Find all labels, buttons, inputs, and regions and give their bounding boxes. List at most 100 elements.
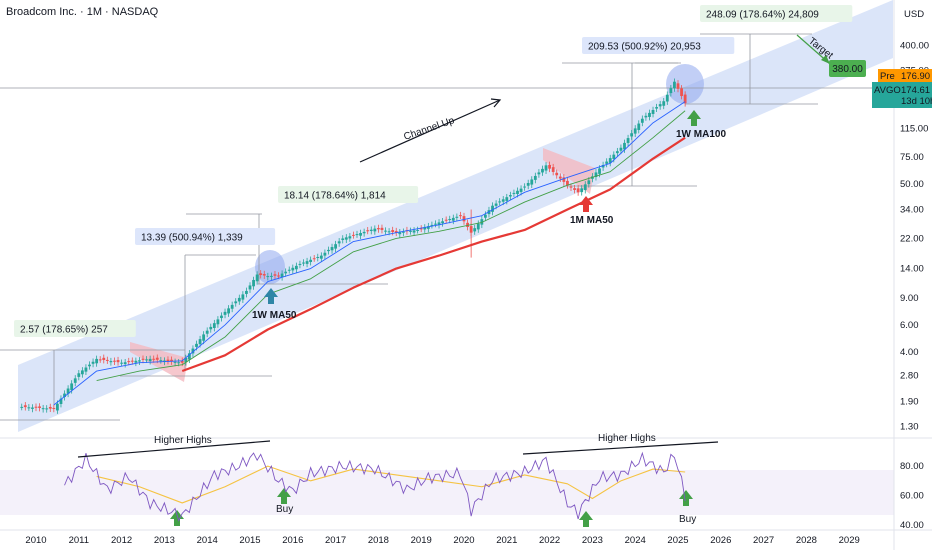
candle-body bbox=[48, 406, 52, 409]
candle-body bbox=[141, 358, 145, 360]
price-tick-label: 22.00 bbox=[900, 233, 924, 244]
candle-body bbox=[494, 203, 498, 206]
ticker-label: AVGO bbox=[874, 85, 901, 96]
candle-body bbox=[134, 360, 138, 363]
candle-body bbox=[130, 360, 134, 362]
measure-box-3 bbox=[278, 186, 419, 203]
candle-body bbox=[605, 161, 609, 164]
candle-body bbox=[80, 370, 84, 375]
year-tick-label: 2026 bbox=[710, 535, 731, 546]
arrow-1w100 bbox=[687, 110, 701, 126]
candle-body bbox=[302, 262, 305, 264]
year-tick-label: 2017 bbox=[325, 535, 346, 546]
candle-body bbox=[662, 101, 666, 106]
candle-body bbox=[330, 247, 334, 251]
pre-label: Pre bbox=[880, 71, 895, 82]
candle-body bbox=[241, 294, 245, 300]
measure-box-4-text: 209.53 (500.92%) 20,953 bbox=[588, 42, 701, 53]
candle-body bbox=[476, 223, 480, 230]
candle-body bbox=[198, 339, 202, 345]
candle-body bbox=[523, 186, 527, 188]
target-value: 380.00 bbox=[832, 64, 863, 75]
candle-body bbox=[655, 107, 658, 109]
candle-body bbox=[580, 188, 584, 193]
price-tick-label: 50.00 bbox=[900, 179, 924, 190]
candle-body bbox=[70, 383, 74, 391]
pre-tag bbox=[878, 69, 932, 82]
price-tick-label: 115.00 bbox=[900, 123, 928, 134]
candle-body bbox=[644, 115, 648, 118]
candle-body bbox=[598, 168, 601, 174]
year-tick-label: 2010 bbox=[25, 535, 46, 546]
candle-body bbox=[52, 407, 56, 409]
candle-body bbox=[491, 205, 494, 212]
candle-body bbox=[680, 88, 683, 97]
candle-body bbox=[409, 230, 412, 232]
rsi-band bbox=[0, 470, 894, 515]
candle-body bbox=[398, 232, 402, 235]
measure-box-3-text: 18.14 (178.64%) 1,814 bbox=[284, 191, 386, 202]
candle-body bbox=[541, 168, 544, 173]
candle-body bbox=[455, 216, 459, 218]
year-tick-label: 2024 bbox=[625, 535, 646, 546]
year-tick-label: 2011 bbox=[69, 535, 89, 546]
candle-body bbox=[626, 138, 630, 143]
candle-body bbox=[248, 285, 252, 290]
candle-body bbox=[562, 177, 566, 182]
candle-body bbox=[180, 360, 184, 363]
candle-body bbox=[555, 172, 559, 176]
label-1m50: 1M MA50 bbox=[570, 215, 614, 226]
candle-body bbox=[109, 361, 113, 363]
arrow-1m50 bbox=[579, 196, 593, 212]
candle-body bbox=[184, 357, 188, 363]
candle-body bbox=[355, 234, 359, 236]
candle-body bbox=[430, 224, 434, 226]
candle-body bbox=[533, 175, 537, 180]
candle-body bbox=[508, 195, 512, 197]
candle-body bbox=[448, 219, 452, 221]
candle-body bbox=[202, 334, 206, 341]
candle-body bbox=[651, 109, 655, 114]
candle-body bbox=[113, 360, 116, 362]
year-tick-label: 2013 bbox=[154, 535, 175, 546]
higher-highs-label-2: Higher Highs bbox=[598, 433, 656, 444]
candle-body bbox=[437, 222, 441, 226]
candle-body bbox=[601, 164, 605, 168]
candle-body bbox=[505, 197, 509, 201]
candle-body bbox=[612, 154, 616, 159]
candle-body bbox=[63, 393, 66, 398]
candle-body bbox=[91, 361, 95, 364]
candle-body bbox=[380, 227, 384, 230]
candle-body bbox=[587, 180, 591, 185]
candle-body bbox=[159, 360, 163, 362]
candle-body bbox=[177, 362, 181, 364]
channel-up bbox=[18, 0, 893, 432]
candle-body bbox=[441, 221, 444, 224]
candle-body bbox=[362, 231, 366, 234]
pre-value: 176.90 bbox=[901, 71, 930, 82]
candle-body bbox=[669, 88, 673, 94]
candle-body bbox=[255, 274, 259, 282]
price-tick-label: 1.90 bbox=[900, 396, 919, 407]
candle-body bbox=[676, 83, 680, 89]
candle-body bbox=[66, 388, 70, 394]
buy-arrow-3 bbox=[579, 511, 593, 527]
candle-body bbox=[316, 256, 320, 258]
measure-box-5-text: 248.09 (178.64%) 24,809 bbox=[706, 10, 819, 21]
candle-body bbox=[220, 315, 223, 319]
candle-body bbox=[120, 362, 123, 364]
price-tick-label: 2.80 bbox=[900, 371, 919, 382]
candle-body bbox=[391, 230, 395, 232]
measure-box-1 bbox=[14, 320, 136, 337]
candle-body bbox=[359, 232, 362, 236]
candle-body bbox=[451, 217, 455, 221]
higher-highs-line-2 bbox=[522, 441, 719, 455]
candle-body bbox=[594, 172, 598, 178]
candle-body bbox=[287, 269, 291, 271]
candle-body bbox=[227, 308, 230, 314]
candle-body bbox=[216, 319, 220, 325]
year-tick-label: 2012 bbox=[111, 535, 132, 546]
candle-body bbox=[59, 398, 63, 404]
